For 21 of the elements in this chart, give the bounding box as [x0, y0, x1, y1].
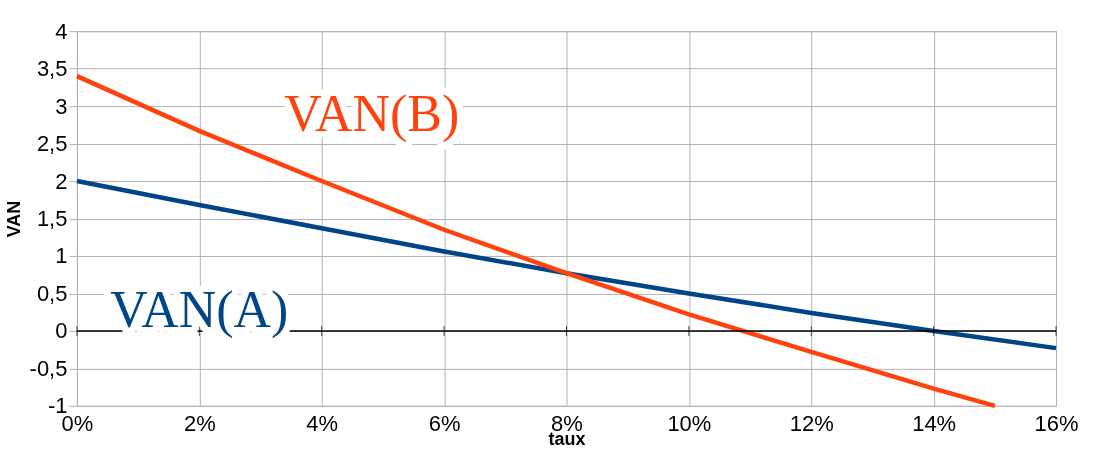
series-label: VAN(A): [110, 280, 289, 339]
x-tick-label: 10%: [667, 411, 712, 437]
x-tick-label: 2%: [183, 411, 216, 437]
y-tick-label: 1: [55, 243, 68, 269]
y-tick-label: 0,5: [36, 280, 68, 306]
x-tick-label: 12%: [789, 411, 834, 437]
y-tick-label: 2,5: [36, 131, 68, 157]
y-tick-label: 2: [55, 168, 68, 194]
x-tick-label: 4%: [306, 411, 339, 437]
y-tick-label: 3: [55, 93, 68, 119]
y-tick-label: 4: [55, 18, 68, 44]
line-series: [74, 73, 998, 409]
y-tick-label: 1,5: [36, 206, 68, 231]
y-axis-title: VAN: [3, 200, 24, 238]
y-tick-label: 3,5: [36, 56, 68, 82]
series-label: VAN(B): [284, 85, 460, 144]
y-tick-label: 0: [55, 318, 68, 344]
x-tick-label: 16%: [1034, 411, 1079, 437]
x-tick-label: 14%: [912, 411, 957, 437]
y-tick-label: -0,5: [29, 355, 68, 381]
x-tick-label: 6%: [428, 411, 461, 437]
